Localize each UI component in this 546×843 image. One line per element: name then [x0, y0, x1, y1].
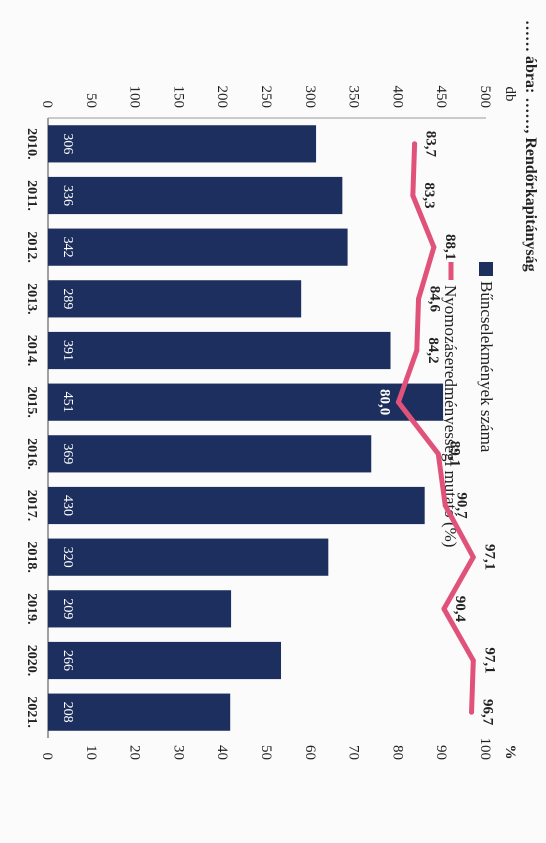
left-tick-label: 50	[83, 93, 99, 108]
line-value-label: 80,0	[376, 389, 392, 415]
category-label: 2015.	[24, 386, 39, 418]
chart-title: …… ábra: ……, Rendőrkapitányság	[522, 20, 539, 272]
legend-bar-label: Bűncselekmények száma	[477, 281, 496, 453]
category-label: 2013.	[24, 283, 39, 315]
bar-value-label: 306	[60, 133, 75, 154]
right-tick-label: 0	[39, 753, 55, 761]
data-bar	[48, 693, 231, 731]
line-series	[395, 141, 476, 715]
left-tick-label: 150	[170, 86, 186, 109]
data-bar	[48, 280, 302, 318]
right-tick-label: 90	[433, 745, 449, 760]
line-point	[412, 141, 418, 147]
bar-value-label: 336	[60, 185, 75, 206]
line-value-label: 96,7	[480, 699, 496, 726]
data-bar	[48, 383, 444, 421]
data-bar	[48, 486, 425, 525]
line-point	[395, 399, 401, 405]
line-value-label: 83,7	[423, 131, 439, 158]
line-point	[414, 348, 420, 353]
line-point	[442, 503, 448, 508]
bar-value-label: 209	[60, 598, 75, 619]
right-tick-label: 70	[346, 745, 362, 760]
line-point	[410, 193, 416, 198]
line-value-label: 90,4	[452, 596, 468, 623]
right-tick-label: 20	[127, 745, 143, 760]
left-tick-label: 500	[477, 86, 493, 109]
line-point	[470, 658, 476, 663]
line-value-label: 97,1	[481, 544, 497, 570]
right-tick-label: 30	[170, 745, 186, 760]
data-bar	[47, 228, 348, 266]
left-tick-label: 450	[433, 86, 449, 109]
left-tick-label: 250	[258, 86, 274, 109]
line-point	[435, 451, 441, 457]
right-tick-label: 40	[214, 745, 230, 760]
line-value-label: 90,7	[453, 492, 469, 519]
category-label: 2016.	[24, 438, 39, 470]
bar-value-label: 430	[60, 495, 75, 516]
bar-value-label: 369	[60, 443, 75, 464]
line-point	[470, 554, 476, 560]
bar-value-label: 289	[60, 288, 75, 309]
category-label: 2020.	[24, 645, 39, 677]
category-label: 2021.	[24, 696, 39, 728]
category-label: 2012.	[24, 231, 39, 263]
legend-line-label: Nyomozáseredményességi mutató (%)	[441, 285, 460, 547]
line-point	[416, 296, 422, 302]
right-tick-label: 50	[258, 745, 274, 760]
left-tick-label: 300	[302, 86, 318, 109]
data-bar	[47, 641, 282, 680]
right-tick-label: 80	[389, 745, 405, 760]
left-tick-label: 100	[127, 86, 143, 109]
bar-value-label: 342	[60, 237, 75, 258]
line-value-label: 89,1	[446, 441, 462, 467]
data-bar	[48, 176, 343, 215]
legend-bar-swatch	[479, 262, 493, 276]
line-point	[441, 606, 447, 612]
left-tick-label: 0	[39, 101, 55, 109]
line-point	[469, 709, 475, 715]
left-axis-unit: db	[502, 87, 518, 102]
left-tick-label: 350	[346, 86, 362, 109]
right-tick-label: 60	[302, 745, 318, 760]
data-bar	[48, 125, 317, 163]
legend: Bűncselekmények száma Nyomozáseredményes…	[441, 262, 496, 547]
line-value-label: 97,1	[481, 647, 497, 673]
data-bar	[48, 331, 391, 370]
right-tick-label: 10	[83, 745, 99, 760]
bar-value-label: 451	[60, 392, 75, 413]
right-axis-unit: %	[502, 745, 518, 760]
left-tick-label: 400	[389, 86, 405, 109]
data-bar	[48, 590, 232, 628]
line-value-label: 84,2	[425, 337, 441, 363]
left-tick-label: 200	[214, 86, 230, 109]
category-label: 2011.	[24, 180, 39, 211]
right-tick-label: 100	[477, 738, 493, 761]
bar-value-label: 208	[60, 702, 75, 723]
category-label: 2018.	[24, 541, 39, 573]
bar-value-label: 320	[60, 547, 75, 568]
category-label: 2017.	[24, 490, 39, 522]
category-label: 2019.	[24, 593, 39, 625]
data-bar	[48, 435, 372, 473]
category-label: 2010.	[24, 128, 39, 160]
category-label: 2014.	[24, 335, 39, 367]
data-bar	[48, 538, 329, 576]
line-value-label: 84,6	[427, 286, 443, 313]
bar-value-label: 391	[60, 340, 75, 361]
line-value-label: 83,3	[421, 182, 437, 208]
bar-value-label: 266	[60, 650, 75, 671]
line-point	[431, 244, 437, 250]
line-value-label: 88,1	[442, 234, 458, 260]
